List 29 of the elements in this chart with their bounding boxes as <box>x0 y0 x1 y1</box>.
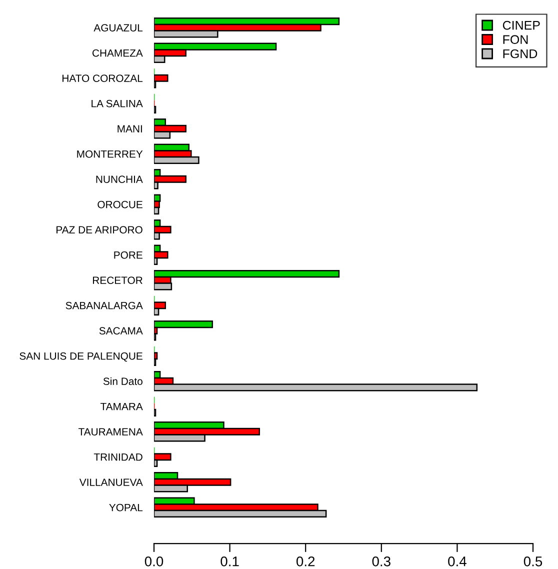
x-tick-label: 0.0 <box>144 556 164 566</box>
y-tick-label: VILLANUEVA <box>79 478 143 486</box>
x-tick-label: 0.1 <box>220 556 239 566</box>
y-tick-label: Sin Dato <box>103 377 142 385</box>
y-tick-label: LA SALINA <box>92 100 143 108</box>
y-tick-label: PAZ DE ARIPORO <box>56 226 142 234</box>
y-tick-label: NUNCHIA <box>96 176 143 183</box>
x-tick-label: 0.5 <box>524 556 542 566</box>
legend-label: FON <box>503 35 528 44</box>
x-tick-label: 0.2 <box>296 556 315 566</box>
x-tick-label: 0.3 <box>372 556 390 566</box>
y-tick-label: YOPAL <box>109 504 143 512</box>
y-tick-label: CHAMEZA <box>92 49 143 57</box>
y-tick-label: SABANALARGA <box>66 302 143 310</box>
y-tick-label: TRINIDAD <box>94 453 142 461</box>
y-tick-label: MONTERREY <box>77 150 143 158</box>
y-tick-label: SAN LUIS DE PALENQUE <box>20 352 142 362</box>
y-tick-label: PORE <box>114 251 142 259</box>
y-tick-label: RECETOR <box>92 276 142 284</box>
y-tick-label: AGUAZUL <box>94 24 143 32</box>
y-tick-label: TAURAMENA <box>78 428 143 436</box>
y-tick-label: HATO COROZAL <box>62 74 143 82</box>
x-tick-label: 0.4 <box>448 556 466 566</box>
legend-label: CINEP <box>502 20 540 30</box>
y-tick-label: OROCUE <box>98 200 142 208</box>
y-tick-label: MANI <box>118 125 142 132</box>
y-tick-label: TAMARA <box>100 402 143 410</box>
y-tick-label: SACAMA <box>99 327 143 334</box>
legend-label: FGND <box>503 49 538 58</box>
